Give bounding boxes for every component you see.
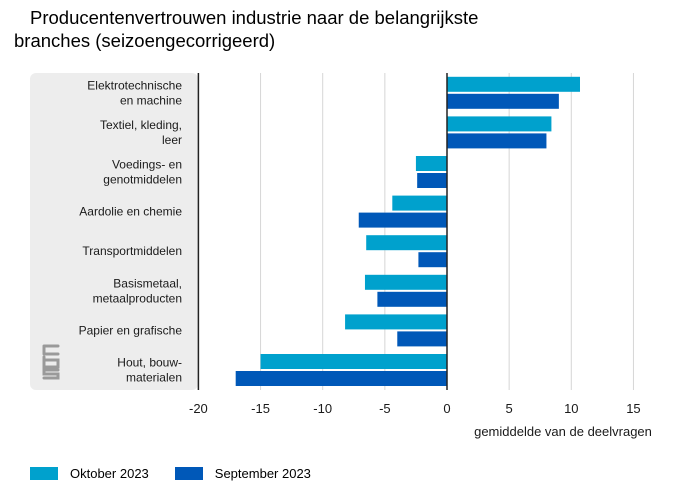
category-label: materialen (126, 371, 182, 385)
category-label: Textiel, kleding, (100, 118, 182, 132)
x-axis-title: gemiddelde van de deelvragen (474, 424, 652, 439)
x-tick-label: 15 (626, 401, 640, 416)
category-label: genotmiddelen (103, 173, 182, 187)
bar-september (418, 252, 447, 268)
bar-september (397, 331, 447, 347)
bar-oktober (447, 116, 552, 132)
axes (197, 73, 448, 390)
chart-title-line-2: branches (seizoengecorrigeerd) (14, 30, 276, 51)
category-label: Elektrotechnische (87, 78, 182, 92)
bar-september (447, 133, 547, 149)
legend-swatch-oktober (30, 467, 58, 480)
category-label: Basismetaal, (113, 276, 182, 290)
bar-september (235, 371, 447, 386)
x-tick-label: -20 (189, 401, 208, 416)
cbs-logo (42, 344, 60, 380)
category-label: en machine (120, 93, 182, 107)
x-tick-label: -10 (313, 401, 332, 416)
bar-oktober (366, 235, 447, 251)
x-tick-label: -15 (251, 401, 270, 416)
category-label: Voedings- en (112, 158, 182, 172)
x-tick-label: 5 (506, 401, 513, 416)
category-panel (30, 73, 198, 390)
legend-label-september: September 2023 (214, 466, 311, 481)
gridlines (260, 73, 634, 390)
category-label: metaalproducten (93, 291, 182, 305)
chart-title: Producentenvertrouwen industrie naar de … (14, 6, 634, 52)
legend-item-september: September 2023 (174, 466, 311, 481)
legend-item-oktober: Oktober 2023 (30, 466, 149, 481)
bar-oktober (415, 156, 447, 171)
bar-oktober (345, 314, 447, 330)
chart-title-line-1: Producentenvertrouwen industrie naar de … (30, 7, 479, 28)
x-tick-label: -5 (379, 401, 391, 416)
bar-september (447, 93, 559, 109)
bar-oktober (447, 76, 581, 92)
bars (235, 76, 581, 386)
bar-oktober (364, 274, 447, 290)
x-tick-label: 10 (564, 401, 578, 416)
bar-oktober (392, 195, 447, 211)
legend: Oktober 2023 September 2023 (30, 466, 337, 481)
category-label: Aardolie en chemie (79, 205, 182, 219)
bar-september (377, 291, 447, 307)
x-tick-label: 0 (443, 401, 450, 416)
bar-september (358, 212, 447, 228)
category-label: Hout, bouw- (117, 356, 182, 370)
category-label: Transportmiddelen (82, 244, 182, 258)
x-tick-labels: -20 -15 -10 -5 0 5 10 15 (189, 401, 641, 416)
legend-label-oktober: Oktober 2023 (70, 466, 149, 481)
category-label: leer (162, 133, 182, 147)
bar-oktober (260, 354, 447, 369)
bar-september (417, 173, 447, 188)
legend-swatch-september (174, 467, 203, 480)
category-label: Papier en grafische (79, 323, 183, 337)
